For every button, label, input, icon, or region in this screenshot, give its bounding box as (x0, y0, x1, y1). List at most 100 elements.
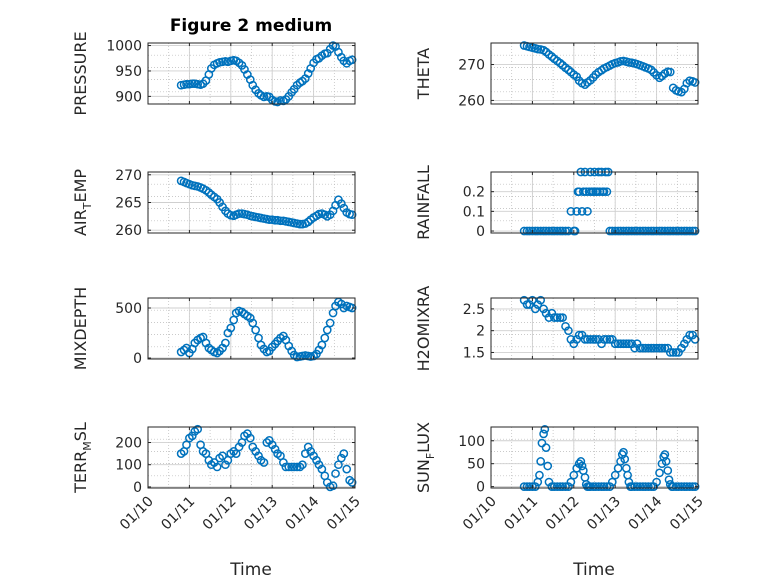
rainfall-data-point (624, 226, 634, 236)
h2omixra-data-point (549, 313, 559, 322)
h2omixra-data-point (539, 304, 548, 314)
air_temp-series (176, 176, 357, 229)
sun_flux-data-point (552, 482, 562, 491)
rainfall-data-point (544, 226, 554, 236)
h2omixra-data-point (665, 348, 675, 357)
sun_flux-data-point (535, 470, 544, 480)
rainfall-data-point (558, 226, 567, 236)
terr_msl-data-point (245, 433, 255, 443)
sun_flux-data-point (627, 482, 637, 491)
rainfall-data-point (649, 226, 659, 236)
rainfall-data-point (570, 226, 580, 236)
sun_flux-data-point (594, 482, 603, 491)
rainfall-data-point (638, 226, 648, 236)
sun_flux-data-point (536, 457, 546, 466)
h2omixra-data-point (663, 343, 673, 353)
sun_flux-axes-frame (490, 426, 699, 489)
theta-ylabel-main: THETA (414, 48, 433, 100)
figure-title: Figure 2 medium (170, 16, 332, 36)
x-axis-label-right: Time (572, 560, 615, 580)
terr_msl-data-point (204, 455, 214, 465)
sun_flux-data-point (605, 482, 615, 491)
h2omixra-data-point (624, 339, 634, 349)
rainfall-ytick-label: 0.2 (463, 185, 485, 201)
theta-data-point (564, 65, 573, 75)
rainfall-data-point (665, 226, 675, 236)
terr_msl-data-point (287, 462, 297, 472)
sun_flux-data-point (602, 482, 612, 491)
sun_flux-data-point (646, 482, 656, 491)
h2omixra-data-point (574, 330, 584, 340)
h2omixra-data-point (630, 343, 640, 353)
rainfall-data-point (632, 226, 642, 236)
rainfall-axes: 0 0.1 0.2 RAINFALL (414, 165, 700, 240)
sun_flux-data-point (528, 482, 537, 491)
h2omixra-ylabel: H2OMIXRA (414, 286, 433, 372)
pressure-ytick-label: 950 (115, 64, 142, 80)
terr_msl-data-point (331, 469, 340, 478)
air_temp-ylabel: AIRTEMP (71, 169, 94, 236)
rainfall-data-point (583, 207, 592, 216)
h2omixra-axes: 1.5 2 2.5 H2OMIXRA (414, 286, 700, 372)
terr_msl-data-point (284, 462, 294, 472)
theta-data-point (690, 78, 700, 87)
pressure-ytick-label: 1000 (106, 39, 142, 55)
h2omixra-data-point (622, 339, 631, 349)
terr_msl-ytick-label: 100 (115, 458, 142, 474)
rainfall-data-point (677, 226, 686, 236)
sun_flux-data-point (519, 482, 529, 491)
theta-data-point (547, 52, 557, 61)
h2omixra-data-point (605, 335, 615, 344)
terr_msl-data-point (289, 462, 299, 472)
h2omixra-data-point (591, 335, 601, 344)
sun_flux-data-point (564, 482, 573, 491)
rainfall-data-point (533, 226, 543, 236)
h2omixra-data-point (586, 335, 595, 344)
sun_flux-data-point (663, 466, 673, 475)
rainfall-data-point (690, 226, 700, 236)
terr_msl-data-point (221, 460, 230, 470)
h2omixra-data-point (613, 339, 623, 349)
terr_msl-ylabel-sub: M (81, 441, 94, 451)
mixdepth-ylabel: MIXDEPTH (71, 287, 90, 370)
sun_flux-data-point (588, 482, 598, 491)
sun_flux-data-point (597, 482, 606, 491)
h2omixra-data-point (536, 295, 546, 305)
sun_flux-data-point (530, 482, 540, 491)
sun_flux-data-point (599, 482, 609, 491)
rainfall-data-point (610, 226, 620, 236)
rainfall-ylabel-main: RAINFALL (414, 165, 433, 240)
theta-ytick-label: 270 (458, 58, 485, 74)
terr_msl-data-point (254, 451, 263, 461)
sun_flux-ytick-label: 50 (467, 457, 485, 473)
air_temp-data-point (234, 209, 244, 218)
theta-data-point (646, 65, 656, 75)
mixdepth-data-point (248, 318, 258, 328)
rainfall-data-point (619, 226, 628, 236)
h2omixra-data-point (580, 335, 590, 344)
sun_flux-data-point (591, 482, 601, 491)
h2omixra-data-point (599, 335, 609, 344)
pressure-data-point (182, 79, 191, 89)
h2omixra-axes-frame (490, 297, 699, 360)
sun_flux-data-point (679, 482, 689, 491)
terr_msl-ytick-label: 200 (115, 436, 142, 452)
pressure-axes: 900 950 1000 PRESSURE (71, 31, 357, 116)
h2omixra-data-point (597, 339, 606, 349)
h2omixra-data-point (547, 308, 557, 318)
mixdepth-data-point (347, 303, 357, 313)
rainfall-data-point (660, 226, 670, 236)
rainfall-data-point (630, 226, 640, 236)
sun_flux-data-point (685, 482, 695, 491)
h2omixra-data-point (668, 348, 678, 357)
h2omixra-data-point (688, 330, 697, 340)
sun_flux-data-point (525, 482, 534, 491)
pressure-data-point (347, 55, 357, 65)
h2omixra-data-point (555, 313, 565, 322)
sun_flux-data-point (671, 482, 681, 491)
sun_flux-data-point (577, 461, 587, 471)
pressure-major-grid (148, 43, 355, 104)
air_temp-ylabel-main: AIR (71, 209, 90, 236)
sun_flux-data-point (522, 482, 532, 491)
rainfall-axes-frame (490, 171, 699, 234)
